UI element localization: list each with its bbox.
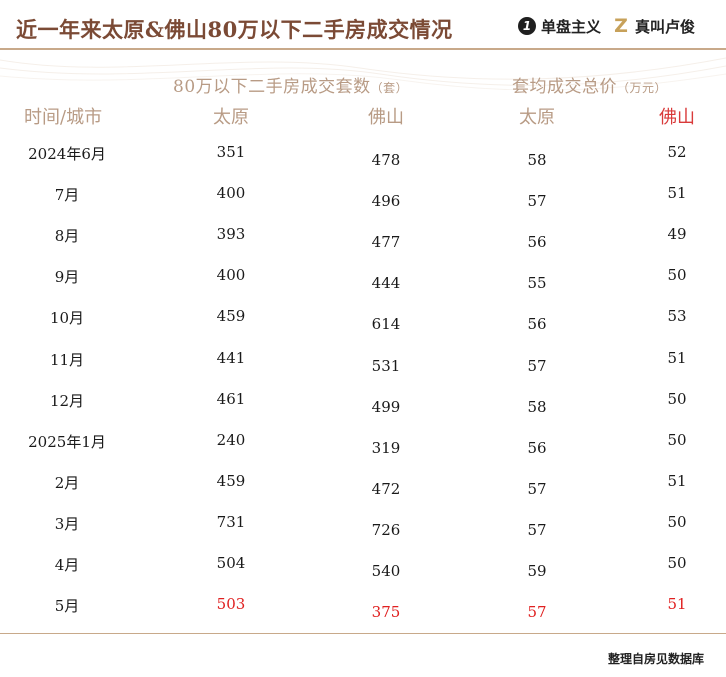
cell-period: 11月 <box>49 350 85 369</box>
cell-taiyuan-price: 55 <box>527 274 547 293</box>
zhenjiao-logo-icon: Z <box>614 15 628 37</box>
col-head-period: 时间/城市 <box>24 107 103 128</box>
group-header-price-label: 套均成交总价 <box>512 77 617 97</box>
cell-taiyuan-count: 240 <box>216 430 246 449</box>
cell-foshan-count: 375 <box>371 603 401 622</box>
cell-taiyuan-count: 393 <box>216 225 246 244</box>
cell-foshan-price: 51 <box>667 184 687 203</box>
group-header-count-label: 80万以下二手房成交套数 <box>173 77 371 97</box>
cell-taiyuan-count: 459 <box>216 307 246 326</box>
cell-foshan-count: 477 <box>371 233 401 252</box>
cell-taiyuan-price: 57 <box>527 479 547 498</box>
cell-foshan-price: 50 <box>667 266 687 285</box>
cell-foshan-price: 52 <box>667 143 687 161</box>
cell-period: 10月 <box>49 309 85 328</box>
cell-foshan-price: 51 <box>667 595 687 614</box>
header-divider <box>0 48 726 50</box>
cell-taiyuan-price: 56 <box>527 438 547 457</box>
cell-foshan-count: 614 <box>371 315 401 334</box>
col-head-taiyuan-count: 太原 <box>213 107 249 128</box>
cell-foshan-count: 499 <box>371 397 401 416</box>
cell-taiyuan-price: 58 <box>527 397 547 416</box>
cell-period: 8月 <box>54 227 80 246</box>
group-header-count-unit: （套） <box>370 81 409 95</box>
cell-period: 4月 <box>54 556 80 574</box>
cell-taiyuan-price: 58 <box>527 151 547 169</box>
cell-foshan-count: 540 <box>371 562 401 580</box>
cell-taiyuan-price: 56 <box>527 233 547 252</box>
cell-period: 5月 <box>54 597 80 616</box>
cell-taiyuan-price: 57 <box>527 603 547 622</box>
decorative-wave-icon <box>0 57 726 90</box>
footer-divider <box>0 633 726 634</box>
cell-taiyuan-count: 503 <box>216 595 246 614</box>
col-head-foshan-count: 佛山 <box>368 107 404 128</box>
cell-taiyuan-price: 59 <box>527 562 547 580</box>
cell-taiyuan-price: 57 <box>527 356 547 375</box>
cell-period: 7月 <box>54 186 80 205</box>
brand-danpan-label: 单盘主义 <box>541 17 602 36</box>
col-head-foshan-price: 佛山 <box>659 107 695 128</box>
cell-foshan-count: 478 <box>371 151 401 169</box>
group-header-count: 80万以下二手房成交套数（套） <box>173 72 408 97</box>
brand-zhenjiao: Z 真叫卢俊 <box>612 14 695 38</box>
cell-foshan-price: 50 <box>667 430 687 449</box>
group-header-price-unit: （万元） <box>617 81 668 95</box>
cell-taiyuan-price: 56 <box>527 315 547 334</box>
cell-taiyuan-count: 731 <box>216 512 246 531</box>
cell-period: 2024年6月 <box>28 145 106 163</box>
cell-taiyuan-price: 57 <box>527 192 547 211</box>
cell-period: 3月 <box>54 514 80 533</box>
cell-foshan-price: 50 <box>667 512 687 531</box>
cell-taiyuan-count: 504 <box>216 554 246 572</box>
source-note: 整理自房见数据库 <box>607 652 704 666</box>
cell-foshan-count: 726 <box>371 520 401 539</box>
cell-foshan-count: 496 <box>371 192 401 211</box>
cell-taiyuan-count: 351 <box>216 143 246 161</box>
cell-taiyuan-count: 459 <box>216 471 246 490</box>
cell-foshan-count: 531 <box>371 356 401 375</box>
cell-foshan-count: 444 <box>371 274 401 293</box>
cell-foshan-price: 49 <box>667 225 687 244</box>
cell-foshan-price: 50 <box>667 554 687 572</box>
col-head-taiyuan-price: 太原 <box>519 107 555 128</box>
page-title: 近一年来太原&佛山80万以下二手房成交情况 <box>16 17 453 42</box>
header: 近一年来太原&佛山80万以下二手房成交情况 1 单盘主义 Z 真叫卢俊 <box>0 0 726 52</box>
cell-taiyuan-count: 461 <box>216 389 246 408</box>
brand-danpan: 1 单盘主义 <box>518 14 601 38</box>
cell-period: 2025年1月 <box>28 432 106 451</box>
cell-period: 12月 <box>49 391 85 410</box>
cell-foshan-price: 53 <box>667 307 687 326</box>
cell-period: 9月 <box>54 268 80 287</box>
cell-foshan-count: 472 <box>371 479 401 498</box>
cell-foshan-price: 51 <box>667 348 687 367</box>
cell-taiyuan-count: 441 <box>216 348 246 367</box>
cell-period: 2月 <box>54 473 80 492</box>
cell-foshan-price: 51 <box>667 471 687 490</box>
cell-taiyuan-count: 400 <box>216 266 246 285</box>
cell-foshan-count: 319 <box>371 438 401 457</box>
danpan-logo-icon: 1 <box>518 17 536 35</box>
group-header-price: 套均成交总价（万元） <box>512 72 667 97</box>
cell-taiyuan-count: 400 <box>216 184 246 203</box>
cell-taiyuan-price: 57 <box>527 520 547 539</box>
cell-foshan-price: 50 <box>667 389 687 408</box>
brand-zhenjiao-label: 真叫卢俊 <box>635 17 696 36</box>
